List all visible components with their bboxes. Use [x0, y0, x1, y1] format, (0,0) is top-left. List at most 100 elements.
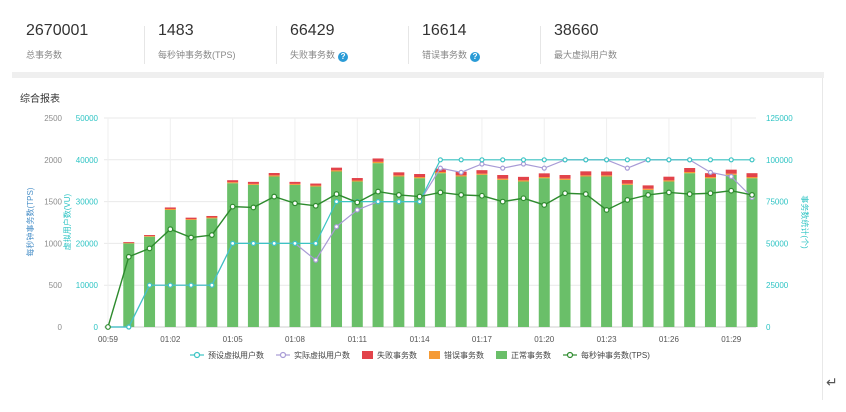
preset-vu-line: [108, 159, 752, 328]
preset-vu-point: [666, 157, 672, 163]
stat-tps: 1483 每秒钟事务数(TPS): [144, 10, 274, 72]
bar-normal: [393, 176, 405, 327]
tps-point: [375, 188, 381, 195]
panel-right-border: [822, 10, 823, 400]
preset-vu-point: [458, 157, 464, 163]
stat-label-wrap: 失败事务数?: [290, 48, 349, 62]
tps-point: [437, 189, 444, 196]
preset-vu-point: [250, 240, 257, 246]
legend-swatch: [362, 351, 373, 359]
section-divider: [12, 72, 824, 78]
bar-normal: [372, 163, 384, 327]
tps-point: [520, 195, 527, 202]
bar-error: [538, 177, 550, 179]
legend-label: 正常事务数: [511, 350, 551, 360]
bar-normal: [164, 209, 176, 327]
tx-tick-label: 75000: [766, 198, 789, 207]
bar-failed: [517, 176, 529, 181]
legend-item: 预设虚拟用户数: [190, 350, 264, 360]
bar-error: [580, 175, 592, 177]
summary-stats: 2670001 总事务数 1483 每秒钟事务数(TPS) 66429 失败事务…: [12, 10, 824, 72]
x-tick-label: 01:23: [597, 335, 618, 344]
tps-point: [624, 197, 631, 203]
tps-tick-label: 1000: [44, 239, 62, 248]
preset-vu-point: [417, 199, 423, 205]
bar-error: [642, 188, 654, 190]
legend: 预设虚拟用户数 实际虚拟用户数 失败事务数 错误事务数 正常事务数 每秒钟事务数(TPS): [190, 350, 650, 360]
bar-normal: [476, 174, 488, 327]
stat-value: 38660: [554, 22, 599, 39]
tps-tick-label: 2500: [44, 114, 62, 123]
bar-normal: [331, 171, 343, 327]
actual-vu-point: [313, 257, 319, 263]
preset-vu-point: [375, 199, 381, 205]
bar-error: [310, 185, 322, 187]
bar-normal: [434, 173, 446, 327]
vu-axis-title: 虚拟用户数(VU): [62, 193, 72, 250]
x-tick-label: 01:17: [472, 335, 493, 344]
bar-normal: [725, 174, 737, 327]
bar-error: [559, 178, 571, 180]
tps-point: [271, 193, 278, 200]
stat-divider: [144, 26, 145, 64]
vu-tick-label: 0: [94, 323, 99, 332]
bar-failed: [642, 185, 654, 189]
bar-failed: [310, 183, 322, 186]
stat-error-transactions: 16614 错误事务数?: [408, 10, 538, 72]
bar-failed: [185, 217, 197, 220]
bar-normal: [455, 176, 467, 327]
bar-error: [268, 175, 280, 177]
x-tick-label: 01:05: [223, 335, 244, 344]
bar-failed: [746, 173, 758, 178]
tx-tick-label: 50000: [766, 239, 789, 248]
actual-vu-point: [437, 165, 443, 171]
bar-normal: [601, 176, 613, 327]
bar-failed: [247, 181, 259, 184]
tps-point: [541, 202, 548, 208]
bar-error: [704, 177, 716, 179]
bar-normal: [538, 178, 550, 327]
tps-point: [686, 191, 693, 197]
actual-vu-point: [624, 165, 630, 171]
bar-normal: [746, 178, 758, 327]
tps-point: [499, 198, 506, 205]
preset-vu-point: [520, 157, 527, 163]
bar-failed: [393, 172, 405, 176]
bar-error: [455, 175, 467, 177]
vu-tick-label: 40000: [76, 156, 99, 165]
actual-vu-point: [520, 161, 527, 167]
help-icon[interactable]: ?: [338, 52, 349, 62]
bar-normal: [642, 189, 654, 327]
stat-total-transactions: 2670001 总事务数: [12, 10, 142, 72]
preset-vu-point: [209, 282, 215, 288]
legend-item: 每秒钟事务数(TPS): [563, 350, 650, 360]
preset-vu-point: [541, 157, 547, 163]
bar-error: [123, 242, 135, 244]
legend-swatch-dot: [566, 351, 574, 359]
x-tick-label: 01:08: [285, 335, 306, 344]
help-icon[interactable]: ?: [470, 52, 481, 62]
legend-item: 错误事务数: [429, 350, 484, 360]
tps-point: [354, 199, 361, 206]
bar-failed: [164, 207, 176, 209]
tps-point: [312, 202, 319, 209]
stat-divider: [408, 26, 409, 64]
legend-item: 失败事务数: [362, 350, 417, 360]
bar-error: [684, 172, 696, 174]
tx-axis-title: 事务数统计(个): [800, 195, 810, 249]
bar-failed: [663, 176, 675, 181]
actual-vu-point: [458, 169, 464, 175]
bar-error: [144, 236, 156, 237]
actual-vu-point: [500, 165, 506, 171]
tps-point: [188, 234, 194, 241]
bar-error: [247, 183, 259, 185]
bar-normal: [185, 219, 197, 327]
x-tick-label: 01:20: [534, 335, 555, 344]
bar-error: [372, 161, 384, 164]
bar-normal: [497, 179, 509, 327]
tps-point: [666, 189, 672, 196]
tps-point: [479, 192, 485, 199]
tps-point: [395, 192, 402, 198]
legend-swatch-dot: [193, 351, 201, 359]
